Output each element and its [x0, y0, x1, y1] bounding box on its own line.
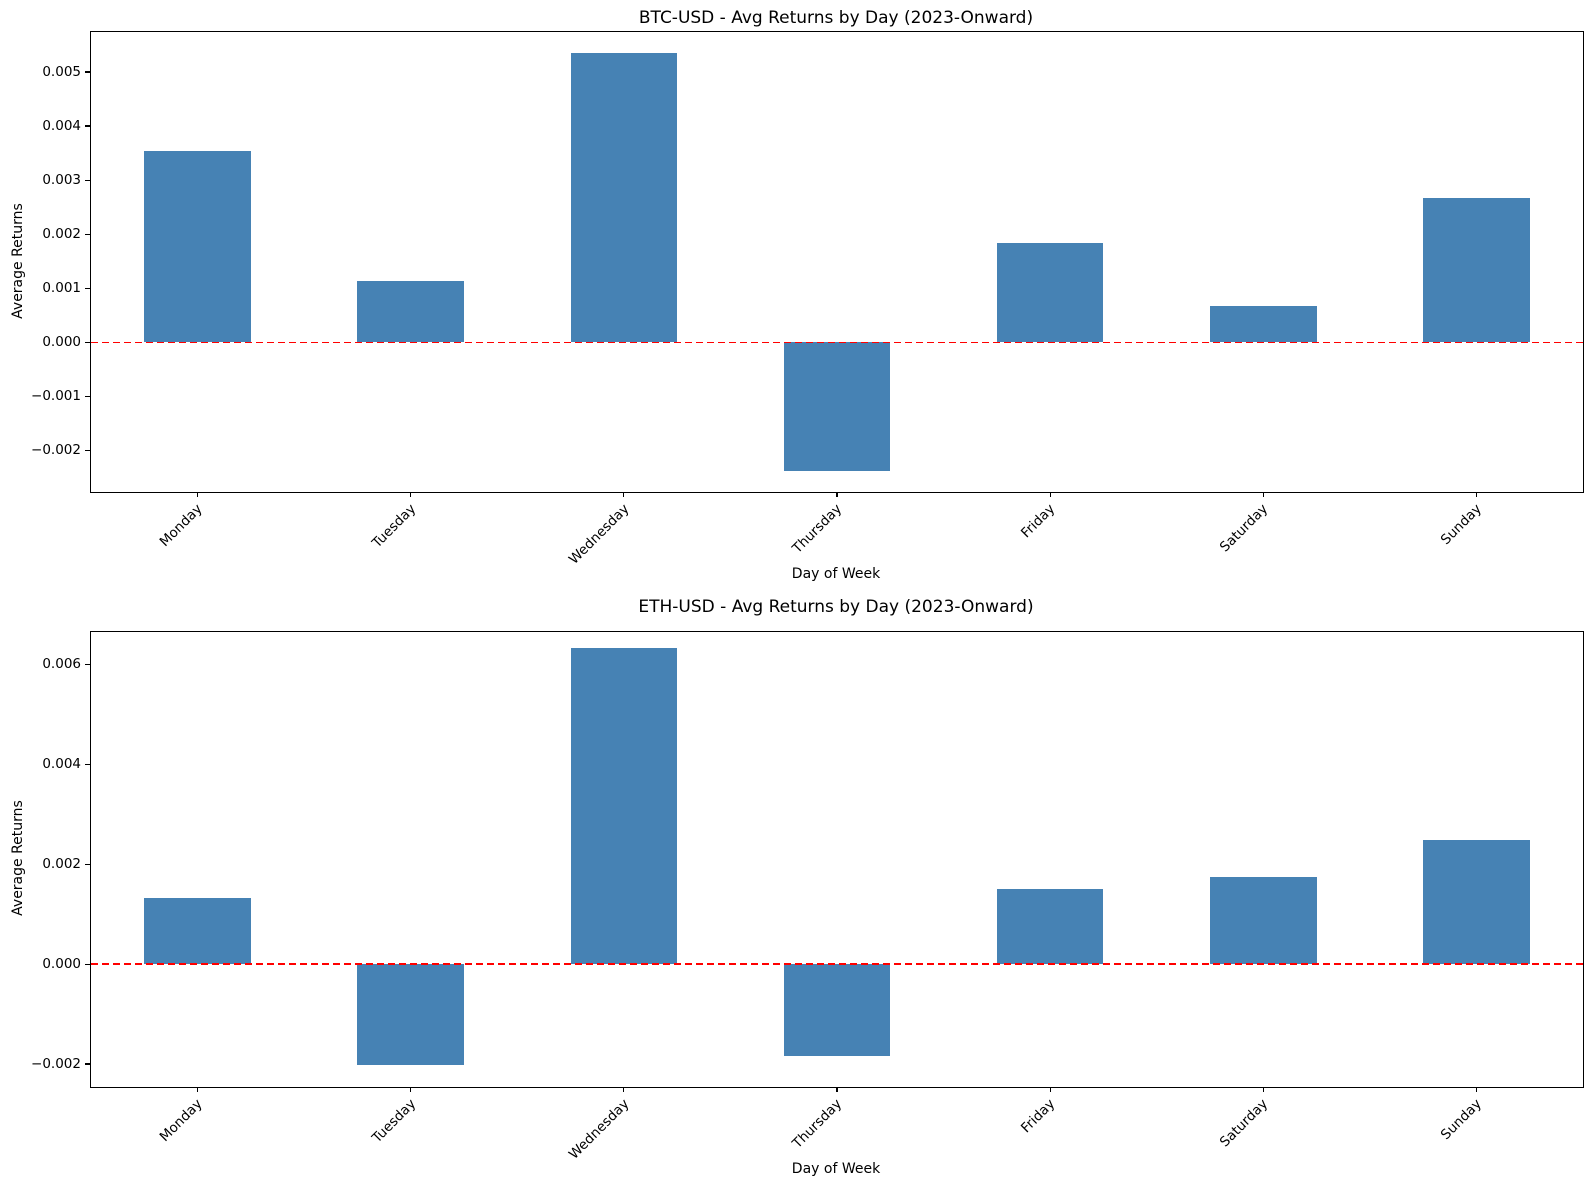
x-axis-label: Day of Week	[791, 566, 881, 582]
x-tick-label: Thursday	[789, 1096, 846, 1152]
bar-monday	[144, 897, 251, 965]
bar-saturday	[1210, 877, 1317, 965]
x-tick-mark	[410, 492, 412, 497]
x-tick-label: Sunday	[1437, 1096, 1485, 1144]
y-tick-label: −0.001	[31, 388, 81, 405]
y-axis-label: Average Returns	[10, 203, 26, 319]
y-tick-label: 0.000	[42, 956, 81, 973]
y-tick-label: 0.000	[42, 334, 81, 351]
bar-thursday	[783, 964, 891, 1056]
x-tick-label: Monday	[156, 1096, 206, 1146]
bar-friday	[996, 242, 1104, 343]
y-tick-mark	[84, 663, 90, 666]
y-tick-label: 0.004	[42, 118, 81, 135]
bar-tuesday	[357, 280, 464, 343]
x-tick-mark	[1262, 1087, 1264, 1092]
plot-area: 0.005 0.004 0.003 0.002 0.001 0.000 −0.001 −0.0…	[31, 31, 1584, 568]
x-tick-mark	[623, 1087, 625, 1092]
y-tick-mark	[84, 233, 90, 235]
x-tick-label: Sunday	[1437, 501, 1485, 549]
x-tick-label: Wednesday	[565, 1096, 633, 1163]
bar-thursday	[783, 342, 891, 472]
x-tick-mark	[196, 1087, 199, 1092]
y-tick-label: −0.002	[31, 442, 81, 459]
bar-tuesday	[357, 964, 464, 1065]
bar-friday	[996, 888, 1104, 965]
bar-sunday	[1423, 198, 1530, 343]
bar-monday	[144, 150, 251, 343]
x-tick-mark	[836, 492, 838, 497]
y-tick-mark	[84, 449, 90, 451]
x-tick-mark	[410, 1087, 412, 1092]
y-tick-mark	[84, 287, 90, 289]
x-tick-label: Saturday	[1217, 1096, 1272, 1151]
x-tick-mark	[1049, 1087, 1051, 1092]
y-tick-mark	[84, 395, 90, 397]
y-tick-mark	[84, 71, 90, 73]
y-tick-mark	[84, 125, 90, 127]
bar-saturday	[1210, 306, 1317, 343]
x-tick-mark	[1262, 492, 1264, 497]
y-tick-label: 0.002	[42, 226, 81, 243]
x-tick-label: Saturday	[1217, 501, 1272, 556]
y-tick-label: 0.004	[42, 756, 81, 773]
x-tick-mark	[623, 492, 625, 497]
y-tick-label: −0.002	[31, 1056, 81, 1073]
x-tick-label: Monday	[156, 501, 206, 551]
x-tick-label: Friday	[1018, 501, 1059, 542]
x-tick-label: Tuesday	[368, 1096, 420, 1147]
zero-reference-line	[91, 341, 1583, 344]
bar-sunday	[1423, 840, 1530, 965]
plot-area: 0.006 0.004 0.002 0.000 −0.002 Monday Tuesday W…	[31, 631, 1584, 1163]
x-tick-mark	[836, 1087, 838, 1092]
y-tick-label: 0.005	[42, 64, 81, 80]
y-tick-mark	[84, 963, 90, 965]
x-tick-label: Thursday	[789, 501, 846, 557]
x-tick-mark	[1475, 1087, 1478, 1092]
y-tick-label: 0.006	[42, 656, 81, 673]
x-axis-label: Day of Week	[791, 1161, 881, 1177]
y-tick-mark	[84, 1063, 90, 1065]
x-tick-mark	[196, 492, 199, 497]
y-tick-mark	[84, 341, 90, 343]
y-tick-mark	[84, 179, 90, 181]
x-tick-mark	[1049, 492, 1051, 497]
zero-reference-line	[91, 963, 1583, 965]
x-tick-mark	[1475, 492, 1478, 497]
chart-title: ETH-USD - Avg Returns by Day (2023-Onwar…	[638, 597, 1034, 617]
x-tick-label: Wednesday	[565, 501, 633, 568]
y-tick-label: 0.002	[42, 856, 81, 873]
y-tick-mark	[84, 863, 90, 865]
chart-title: BTC-USD - Avg Returns by Day (2023-Onwar…	[638, 8, 1034, 28]
bar-wednesday	[570, 53, 678, 343]
y-tick-label: 0.003	[42, 172, 81, 189]
x-tick-label: Tuesday	[368, 501, 420, 552]
y-tick-mark	[84, 763, 90, 765]
x-tick-label: Friday	[1018, 1096, 1059, 1137]
y-tick-label: 0.001	[42, 280, 81, 297]
bar-wednesday	[570, 648, 678, 965]
